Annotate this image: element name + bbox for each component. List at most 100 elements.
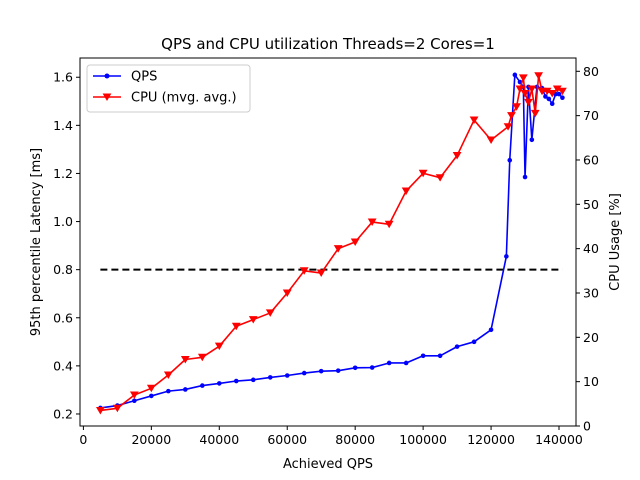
data-point-cpu xyxy=(503,123,513,131)
data-point-cpu xyxy=(452,152,462,160)
data-point-cpu xyxy=(520,89,530,98)
x-tick-label: 0 xyxy=(79,432,87,447)
data-point-cpu xyxy=(534,72,544,80)
legend-label-qps: QPS xyxy=(131,70,157,85)
data-point-qps xyxy=(507,157,513,163)
data-point-qps xyxy=(543,94,548,99)
data-point-qps xyxy=(403,360,409,366)
data-point-qps xyxy=(250,377,256,383)
data-point-cpu xyxy=(542,87,552,96)
legend: QPS CPU (mvg. avg.) xyxy=(86,64,251,113)
x-tick-label: 100000 xyxy=(399,432,447,447)
data-point-cpu xyxy=(350,238,360,246)
data-point-cpu xyxy=(435,174,445,182)
data-point-cpu xyxy=(558,87,567,96)
y-tick-label-left: 0.6 xyxy=(53,310,73,325)
y-tick-label-right: 50 xyxy=(583,197,599,212)
data-point-cpu xyxy=(547,89,557,98)
data-point-qps xyxy=(549,101,555,106)
data-point-cpu xyxy=(180,355,190,364)
data-point-qps xyxy=(522,174,528,180)
legend-qps-marker xyxy=(104,73,110,79)
data-point-qps xyxy=(200,383,205,388)
data-point-qps xyxy=(546,96,552,102)
data-point-cpu xyxy=(299,267,309,275)
data-point-cpu xyxy=(231,322,241,331)
data-point-qps xyxy=(504,254,509,259)
data-point-qps xyxy=(267,375,273,380)
plot-frame xyxy=(79,57,577,427)
data-point-qps xyxy=(386,360,392,366)
data-point-qps xyxy=(149,393,154,399)
y-tick-label-right: 0 xyxy=(583,419,591,434)
data-point-cpu xyxy=(316,269,326,277)
data-point-cpu xyxy=(197,353,207,362)
y-tick-label-left: 1.2 xyxy=(53,166,73,181)
y-tick-label-right: 30 xyxy=(583,285,599,300)
data-point-cpu xyxy=(507,112,516,120)
y-tick-label-left: 1.0 xyxy=(53,214,73,229)
data-point-qps xyxy=(284,373,290,378)
chart-title: QPS and CPU utilization Threads=2 Cores=… xyxy=(161,35,495,53)
x-tick-label: 140000 xyxy=(535,432,583,447)
data-point-qps xyxy=(454,344,460,349)
y-tick-label-right: 80 xyxy=(583,64,599,79)
x-axis-label: Achieved QPS xyxy=(283,457,373,472)
data-point-cpu xyxy=(146,384,156,393)
data-point-qps xyxy=(166,388,171,394)
data-point-cpu xyxy=(401,187,411,195)
data-point-qps xyxy=(318,368,324,374)
data-point-qps xyxy=(301,370,307,376)
plot-area xyxy=(95,72,567,415)
data-point-qps xyxy=(560,95,565,100)
y-tick-label-left: 1.4 xyxy=(53,118,73,133)
data-point-qps xyxy=(512,72,518,78)
data-point-cpu xyxy=(248,316,258,324)
x-tick-label: 120000 xyxy=(467,432,515,447)
data-point-cpu xyxy=(527,85,537,93)
data-point-cpu xyxy=(512,103,521,111)
data-point-cpu xyxy=(518,74,528,82)
y-tick-label-left: 0.8 xyxy=(53,262,73,277)
x-tick-label: 60000 xyxy=(267,432,307,447)
data-point-cpu xyxy=(282,289,292,297)
legend-box xyxy=(86,64,251,113)
data-point-cpu xyxy=(384,220,394,229)
data-point-cpu xyxy=(486,136,496,144)
data-point-cpu xyxy=(265,309,275,317)
x-tick-label: 20000 xyxy=(131,432,171,447)
y-tick-label-right: 10 xyxy=(583,374,599,389)
data-point-cpu xyxy=(552,85,562,93)
y-tick-label-left: 0.4 xyxy=(53,358,73,373)
data-point-cpu xyxy=(418,169,428,178)
y-axis-label-left: 95th percentile Latency [ms] xyxy=(29,148,44,336)
data-point-qps xyxy=(183,387,188,392)
data-point-cpu xyxy=(95,406,105,415)
y-tick-label-right: 70 xyxy=(583,108,599,123)
data-point-cpu xyxy=(515,85,525,93)
data-point-cpu xyxy=(469,116,479,125)
data-point-cpu xyxy=(112,404,122,413)
y-tick-label-right: 40 xyxy=(583,241,599,256)
data-point-qps xyxy=(420,353,426,359)
series-line-qps xyxy=(100,74,563,409)
data-point-qps xyxy=(132,398,137,404)
data-point-qps xyxy=(556,91,562,97)
data-point-qps xyxy=(335,368,341,373)
x-tick-label: 80000 xyxy=(335,432,375,447)
y-tick-label-left: 1.6 xyxy=(53,70,73,85)
y-axis-ticks-left: 0.2 0.4 0.6 0.8 1.0 1.2 1.4 1.6 xyxy=(53,70,80,421)
data-point-qps xyxy=(437,353,443,359)
data-point-qps xyxy=(471,339,477,345)
data-point-qps xyxy=(529,137,535,143)
data-point-cpu xyxy=(524,98,533,107)
legend-cpu-marker xyxy=(102,93,112,101)
x-tick-label: 40000 xyxy=(199,432,239,447)
data-point-cpu xyxy=(530,109,540,118)
data-point-cpu xyxy=(333,245,343,253)
y-axis-label-right: CPU Usage [%] xyxy=(608,193,623,291)
data-point-cpu xyxy=(367,218,377,227)
data-point-qps xyxy=(352,365,358,371)
